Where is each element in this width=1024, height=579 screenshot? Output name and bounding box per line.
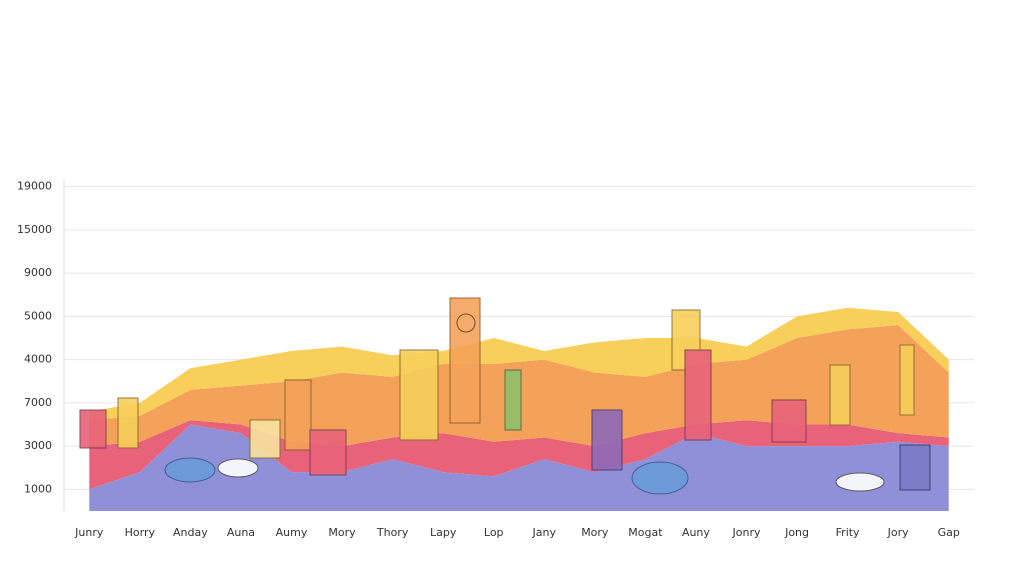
x-tick-label: Auny — [682, 526, 710, 539]
building — [117, 397, 139, 449]
x-tick-label: Junry — [74, 526, 104, 539]
x-tick-label: Frity — [836, 526, 860, 539]
x-tick-label: Lop — [484, 526, 504, 539]
clock — [456, 313, 476, 333]
building — [284, 379, 312, 451]
building — [399, 349, 439, 441]
building — [771, 399, 807, 443]
building — [829, 364, 851, 426]
x-tick-label: Mory — [581, 526, 609, 539]
city-illustration — [79, 297, 931, 495]
x-tick-label: Thory — [376, 526, 409, 539]
x-tick-label: Jonry — [732, 526, 761, 539]
building — [79, 409, 107, 449]
x-tick-label: Auna — [227, 526, 255, 539]
x-tick-label: Jong — [784, 526, 809, 539]
cloud — [835, 472, 885, 492]
labels: 1000 3000 7000 4000 5000 9000 15000 19000 Junry H… — [17, 180, 960, 539]
x-tick-label: Lapy — [430, 526, 457, 539]
fish — [164, 457, 216, 483]
tower — [899, 344, 915, 416]
y-tick-label: 9000 — [24, 266, 52, 279]
building — [899, 444, 931, 491]
area — [89, 420, 949, 490]
x-tick-label: Aumy — [276, 526, 308, 539]
y-tick-label: 1000 — [24, 482, 52, 495]
y-tick-label: 7000 — [24, 396, 52, 409]
elephant — [631, 461, 689, 495]
x-tick-label: Jany — [532, 526, 557, 539]
building — [309, 429, 347, 476]
y-tick-label: 3000 — [24, 439, 52, 452]
x-tick-label: Mory — [328, 526, 356, 539]
x-tick-label: Jory — [887, 526, 909, 539]
area — [89, 307, 949, 421]
cloud — [217, 458, 259, 478]
x-tick-label: Horry — [125, 526, 156, 539]
y-tick-label: 5000 — [24, 309, 52, 322]
x-tick-label: Mogat — [628, 526, 663, 539]
y-tick-label: 19000 — [17, 180, 52, 193]
y-tick-label: 4000 — [24, 353, 52, 366]
building — [591, 409, 623, 471]
x-tick-label: Anday — [173, 526, 208, 539]
x-tick-label: Gap — [938, 526, 960, 539]
building — [504, 369, 522, 431]
y-tick-label: 15000 — [17, 223, 52, 236]
building — [249, 419, 281, 459]
building — [684, 349, 712, 441]
